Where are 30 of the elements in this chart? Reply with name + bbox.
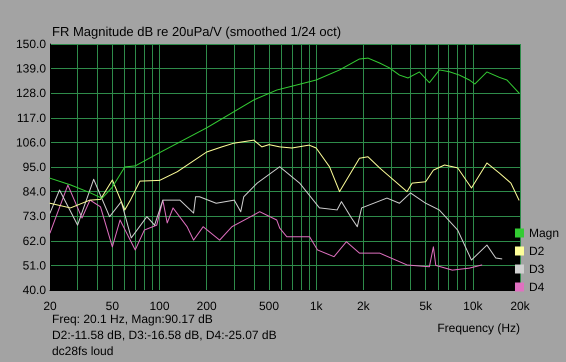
chart-title: FR Magnitude dB re 20uPa/V (smoothed 1/24 oct) xyxy=(52,24,342,39)
y-tick-label: 106.0 xyxy=(16,135,46,150)
x-tick-label: 20 xyxy=(43,299,57,313)
y-tick-label: 139.0 xyxy=(16,62,46,76)
x-tick-label: 100 xyxy=(149,299,170,313)
x-tick-label: 10k xyxy=(463,299,484,313)
y-tick-label: 95.0 xyxy=(22,160,46,174)
y-tick-label: 40.0 xyxy=(22,283,46,297)
x-tick-label: 50 xyxy=(106,299,120,313)
y-tick-label: 84.0 xyxy=(22,184,46,199)
y-tick-label: 73.0 xyxy=(22,209,46,224)
x-tick-label: 500 xyxy=(258,299,280,313)
legend-label: D4 xyxy=(528,280,545,294)
y-tick-label: 128.0 xyxy=(16,86,46,100)
x-axis-title: Frequency (Hz) xyxy=(437,321,520,335)
x-tick-label: 5k xyxy=(419,299,434,313)
text: Freq: 20.1 Hz, Magn:90.17 dB xyxy=(52,312,213,326)
y-tick-label: 117.0 xyxy=(16,110,46,125)
legend-label: D2 xyxy=(528,244,545,258)
y-tick-label: 150.0 xyxy=(16,37,46,51)
x-tick-label: 200 xyxy=(196,299,217,313)
x-tick-label: 20k xyxy=(510,299,531,313)
y-tick-label: 51.0 xyxy=(22,258,46,272)
text: D2:-11.58 dB, D3:-16.58 dB, D4:-25.07 dB xyxy=(52,328,277,342)
text: dc28fs loud xyxy=(52,344,114,358)
legend-label: D3 xyxy=(528,262,545,276)
y-tick-label: 62.0 xyxy=(22,234,46,248)
x-tick-label: 1k xyxy=(310,299,324,313)
x-tick-label: 2k xyxy=(356,299,371,313)
legend-label: Magn xyxy=(528,226,560,240)
